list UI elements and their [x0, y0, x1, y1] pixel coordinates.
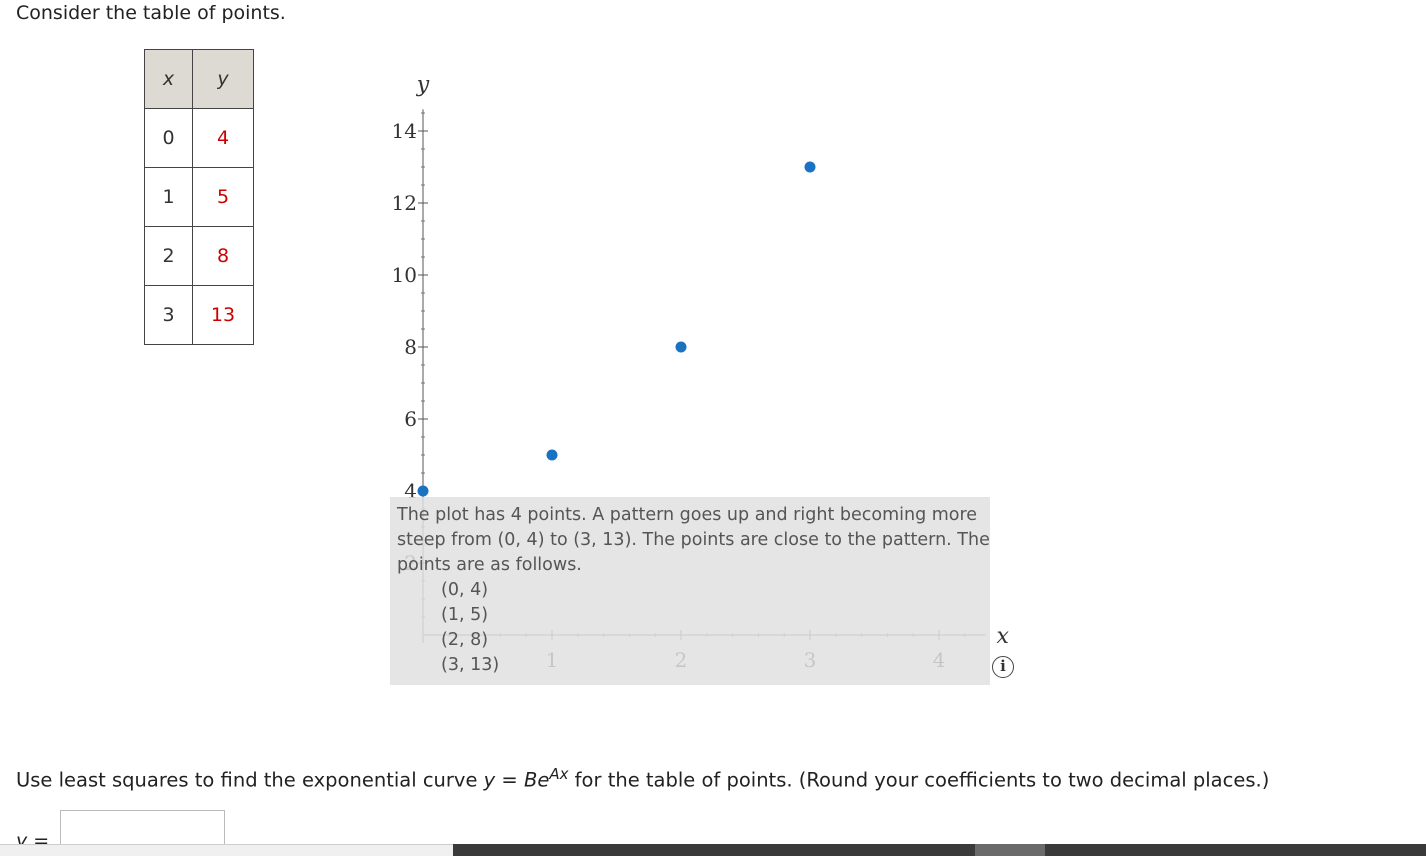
- horizontal-scrollbar[interactable]: [453, 844, 1426, 856]
- plot-description-point: (2, 8): [441, 630, 489, 650]
- prompt-y: y: [483, 768, 496, 792]
- prompt-after: for the table of points. (Round your coe…: [568, 768, 1270, 792]
- plot-description-point: (3, 13): [441, 655, 500, 675]
- x-axis-label: x: [996, 624, 1009, 649]
- data-point: [804, 161, 816, 173]
- question-prompt: Use least squares to find the exponentia…: [16, 765, 1269, 792]
- points-table: x y 0 4 1 5 2 8 3 13: [144, 49, 254, 345]
- plot-description-summary: The plot has 4 points. A pattern goes up…: [397, 505, 990, 575]
- y-tick-label: 12: [392, 191, 417, 215]
- y-tick-label: 14: [392, 119, 417, 143]
- prompt-b: Be: [523, 768, 550, 792]
- info-icon[interactable]: i: [992, 656, 1014, 678]
- table-row: 3 13: [144, 285, 254, 345]
- table-row: 1 5: [144, 167, 254, 227]
- cell-y: 13: [192, 285, 254, 345]
- scrollbar-thumb[interactable]: [975, 844, 1045, 856]
- cell-x: 1: [144, 167, 193, 227]
- table-row: 2 8: [144, 226, 254, 286]
- table-header-row: x y: [144, 49, 254, 109]
- table-row: 0 4: [144, 108, 254, 168]
- plot-description: The plot has 4 points. A pattern goes up…: [390, 497, 990, 685]
- data-point: [546, 449, 558, 461]
- data-point: [675, 341, 687, 353]
- plot-description-point: (0, 4): [441, 580, 489, 600]
- plot-description-point: (1, 5): [441, 605, 489, 625]
- y-axis-label: y: [416, 72, 430, 97]
- prompt-exponent: Ax: [549, 765, 569, 783]
- prompt-before: Use least squares to find the exponentia…: [16, 768, 484, 792]
- data-point: [417, 485, 429, 497]
- answer-input[interactable]: [60, 810, 225, 850]
- header-y: y: [192, 49, 254, 109]
- intro-text: Consider the table of points.: [16, 2, 286, 24]
- prompt-eq: =: [495, 768, 524, 792]
- bottom-bar: [0, 844, 453, 856]
- cell-y: 8: [192, 226, 254, 286]
- cell-y: 4: [192, 108, 254, 168]
- cell-y: 5: [192, 167, 254, 227]
- y-tick-label: 10: [392, 263, 417, 287]
- cell-x: 2: [144, 226, 193, 286]
- y-tick-label: 6: [404, 407, 417, 431]
- y-tick-label: 8: [404, 335, 417, 359]
